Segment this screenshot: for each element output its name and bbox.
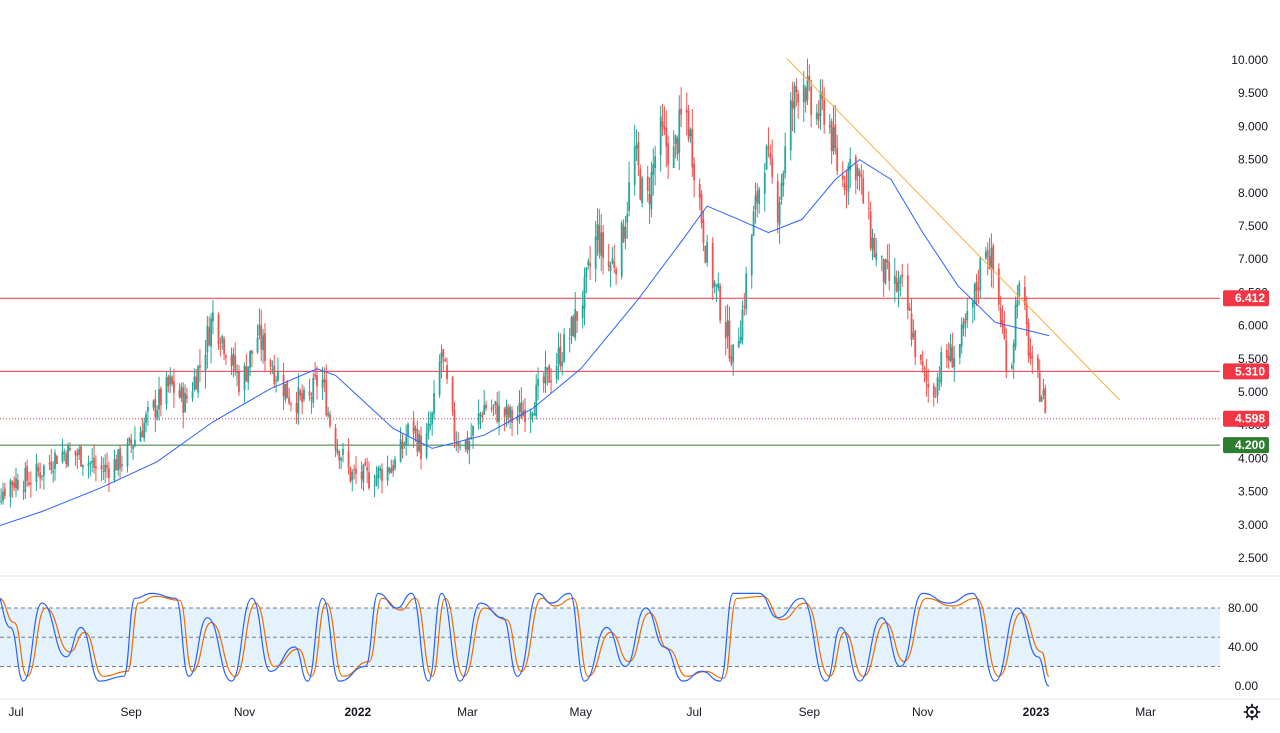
candle bbox=[885, 258, 887, 284]
time-tick-label: May bbox=[569, 705, 592, 719]
price-tag-4-598: 4.598 bbox=[1223, 411, 1269, 427]
price-tick-label: 4.000 bbox=[1238, 451, 1268, 465]
candle bbox=[548, 364, 550, 383]
candle bbox=[719, 283, 721, 324]
oscillator-tick-label: 0.00 bbox=[1235, 679, 1259, 693]
price-tick-label: 9.500 bbox=[1238, 86, 1268, 100]
time-tick-label: Jul bbox=[686, 705, 701, 719]
price-tick-label: 9.000 bbox=[1238, 119, 1268, 133]
candle bbox=[940, 346, 942, 386]
oscillator-tick-label: 80.00 bbox=[1228, 601, 1258, 615]
svg-text:6.412: 6.412 bbox=[1235, 291, 1265, 305]
price-tick-label: 8.500 bbox=[1238, 153, 1268, 167]
time-tick-label: Nov bbox=[912, 705, 933, 719]
candle bbox=[80, 445, 82, 467]
candle bbox=[766, 144, 768, 170]
time-tick-label: Mar bbox=[1135, 705, 1156, 719]
time-tick-label: Sep bbox=[121, 705, 143, 719]
svg-text:4.598: 4.598 bbox=[1235, 412, 1265, 426]
time-tick-label: Jul bbox=[8, 705, 23, 719]
price-tag-4-200: 4.200 bbox=[1223, 437, 1269, 453]
time-tick-label: 2022 bbox=[345, 705, 372, 719]
price-tick-label: 7.500 bbox=[1238, 219, 1268, 233]
oscillator-tick-label: 40.00 bbox=[1228, 640, 1258, 654]
candle bbox=[790, 92, 792, 161]
candle bbox=[704, 245, 706, 263]
svg-text:5.310: 5.310 bbox=[1235, 364, 1265, 378]
candle bbox=[312, 373, 314, 408]
candle bbox=[998, 263, 1000, 311]
price-tick-label: 7.000 bbox=[1238, 252, 1268, 266]
price-tick-label: 3.500 bbox=[1238, 485, 1268, 499]
candle bbox=[67, 443, 69, 467]
time-tick-label: Nov bbox=[234, 705, 255, 719]
time-tick-label: Mar bbox=[457, 705, 478, 719]
candle bbox=[745, 267, 747, 315]
price-tick-label: 3.000 bbox=[1238, 518, 1268, 532]
candle bbox=[641, 176, 643, 208]
candle bbox=[621, 221, 623, 280]
candle bbox=[572, 314, 574, 337]
candle bbox=[1044, 385, 1046, 414]
candle bbox=[56, 455, 58, 465]
candle bbox=[286, 380, 288, 398]
price-tag-6-412: 6.412 bbox=[1223, 290, 1269, 306]
price-tick-label: 2.500 bbox=[1238, 551, 1268, 565]
svg-text:4.200: 4.200 bbox=[1235, 438, 1265, 452]
time-tick-label: Sep bbox=[799, 705, 821, 719]
candle bbox=[639, 165, 641, 201]
candle bbox=[166, 372, 168, 410]
price-tick-label: 5.000 bbox=[1238, 385, 1268, 399]
oscillator-bands bbox=[0, 608, 1220, 667]
price-tick-label: 10.000 bbox=[1231, 53, 1268, 67]
time-tick-label: 2023 bbox=[1023, 705, 1050, 719]
price-tag-5-310: 5.310 bbox=[1223, 363, 1269, 379]
candle bbox=[452, 376, 454, 416]
price-tick-label: 8.000 bbox=[1238, 186, 1268, 200]
gear-icon[interactable] bbox=[1245, 705, 1260, 720]
candle bbox=[350, 466, 352, 483]
price-tick-label: 6.000 bbox=[1238, 319, 1268, 333]
